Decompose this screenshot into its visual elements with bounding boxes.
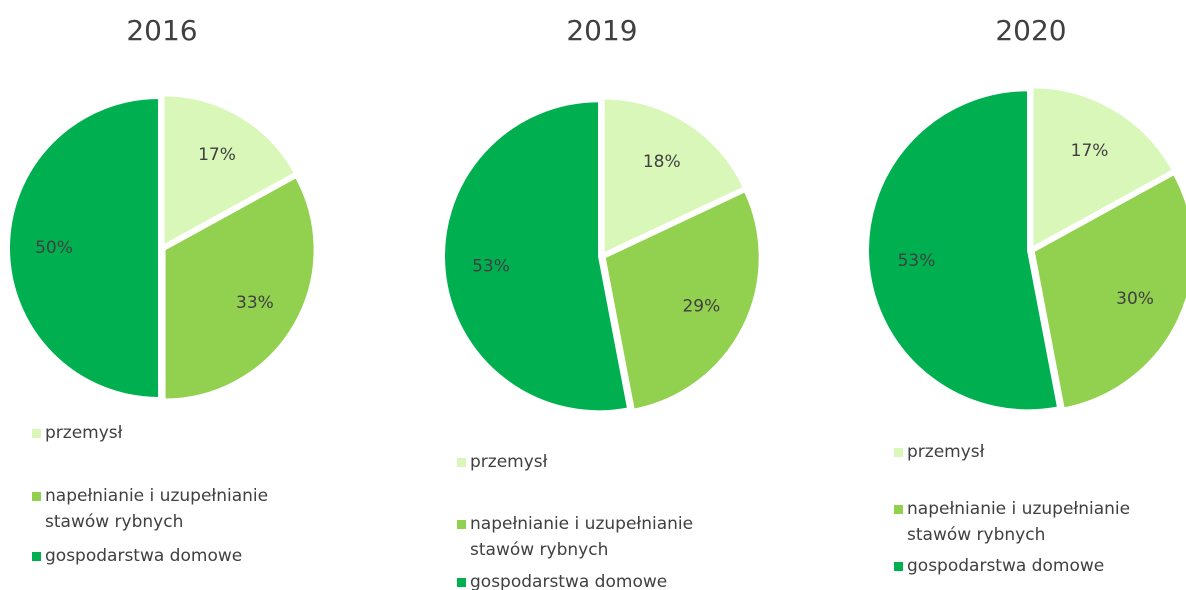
pie-slice xyxy=(602,97,746,256)
legend-swatch xyxy=(457,578,466,587)
legend-item: napełnianie i uzupełnianie stawów rybnyc… xyxy=(32,483,325,535)
data-label: 17% xyxy=(198,145,236,165)
legend-item: gospodarstwa domowe xyxy=(894,553,1186,579)
pie-slice xyxy=(443,100,630,413)
legend-swatch xyxy=(894,562,903,571)
legend-swatch xyxy=(32,429,41,438)
pie-slice xyxy=(1031,86,1175,250)
data-label: 18% xyxy=(643,152,681,172)
legend-swatch xyxy=(457,458,466,467)
legend-item: napełnianie i uzupełnianie stawów rybnyc… xyxy=(457,511,750,563)
legend-item: przemysł xyxy=(32,420,325,446)
legend-item: przemysł xyxy=(894,439,1186,465)
legend-swatch xyxy=(32,552,41,561)
chart-title: 2019 xyxy=(566,14,638,47)
pie-slice xyxy=(163,175,316,401)
chart-title: 2016 xyxy=(126,14,198,47)
data-label: 33% xyxy=(236,293,274,313)
legend-swatch xyxy=(894,505,903,514)
data-label: 17% xyxy=(1071,141,1109,161)
data-label: 53% xyxy=(472,256,510,276)
data-label: 53% xyxy=(898,251,936,271)
chart-title: 2020 xyxy=(995,14,1067,47)
pie-slice xyxy=(603,190,761,411)
legend-item: przemysł xyxy=(457,449,750,475)
pie-slice xyxy=(8,96,160,400)
pie-slice xyxy=(162,94,297,248)
legend-item: gospodarstwa domowe xyxy=(32,543,325,569)
legend-swatch xyxy=(894,448,903,457)
data-label: 50% xyxy=(35,238,73,258)
data-label: 30% xyxy=(1116,289,1154,309)
pie-slice xyxy=(867,89,1060,412)
legend-swatch xyxy=(457,520,466,529)
data-label: 29% xyxy=(682,297,720,317)
pie-slice xyxy=(1032,172,1186,410)
legend-item: napełnianie i uzupełnianie stawów rybnyc… xyxy=(894,496,1186,548)
legend-item: gospodarstwa domowe xyxy=(457,569,750,590)
legend-swatch xyxy=(32,492,41,501)
